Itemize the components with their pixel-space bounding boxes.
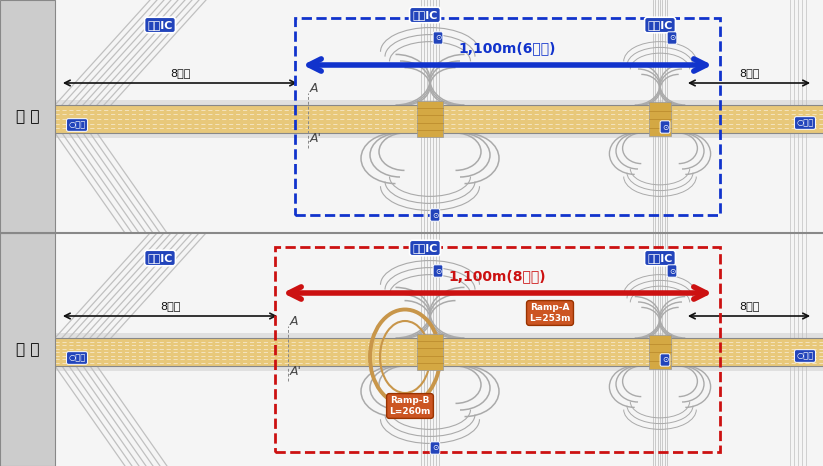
Bar — [0, 233, 55, 466]
Text: 신내IC: 신내IC — [412, 10, 438, 20]
Bar — [55, 333, 823, 371]
Text: A: A — [310, 82, 319, 95]
Text: 중랑IC: 중랑IC — [648, 20, 672, 30]
Bar — [55, 338, 823, 366]
Text: ⊙: ⊙ — [435, 34, 441, 42]
Text: 8차로: 8차로 — [170, 68, 190, 78]
Text: 8차로: 8차로 — [739, 68, 759, 78]
Text: 기 정: 기 정 — [16, 109, 40, 124]
Bar — [649, 335, 671, 369]
Text: ⊙: ⊙ — [662, 123, 668, 131]
Text: Ramp-A
L=253m: Ramp-A L=253m — [529, 303, 570, 322]
Text: ○성산: ○성산 — [68, 354, 86, 363]
Text: A: A — [290, 315, 299, 328]
Text: ⊙: ⊙ — [432, 211, 438, 219]
Text: 변 경: 변 경 — [16, 342, 40, 357]
Text: ⊙: ⊙ — [662, 356, 668, 364]
Text: 신내IC: 신내IC — [412, 243, 438, 253]
Text: ⊙: ⊙ — [669, 34, 675, 42]
Text: ○구리: ○구리 — [797, 118, 814, 128]
Bar — [0, 0, 55, 233]
Text: ⊙: ⊙ — [435, 267, 441, 275]
Text: 목동IC: 목동IC — [147, 253, 173, 263]
Bar — [295, 18, 720, 215]
Text: 8차로: 8차로 — [160, 301, 180, 311]
Bar — [417, 101, 443, 137]
Bar — [649, 102, 671, 136]
Text: 8차로: 8차로 — [739, 301, 759, 311]
Text: ○성산: ○성산 — [68, 121, 86, 130]
Text: 1,100m(8차로): 1,100m(8차로) — [449, 269, 546, 283]
Text: A': A' — [310, 132, 322, 145]
Text: 중랑IC: 중랑IC — [648, 253, 672, 263]
Bar — [55, 100, 823, 138]
Text: A': A' — [290, 365, 302, 378]
Bar — [417, 334, 443, 370]
Text: 1,100m(6차로): 1,100m(6차로) — [458, 41, 556, 55]
Text: ○구리: ○구리 — [797, 351, 814, 361]
Text: ⊙: ⊙ — [432, 444, 438, 452]
Text: Ramp-B
L=260m: Ramp-B L=260m — [389, 396, 430, 416]
Bar — [275, 247, 720, 452]
Bar — [55, 105, 823, 133]
Text: ⊙: ⊙ — [669, 267, 675, 275]
Text: 목동IC: 목동IC — [147, 20, 173, 30]
